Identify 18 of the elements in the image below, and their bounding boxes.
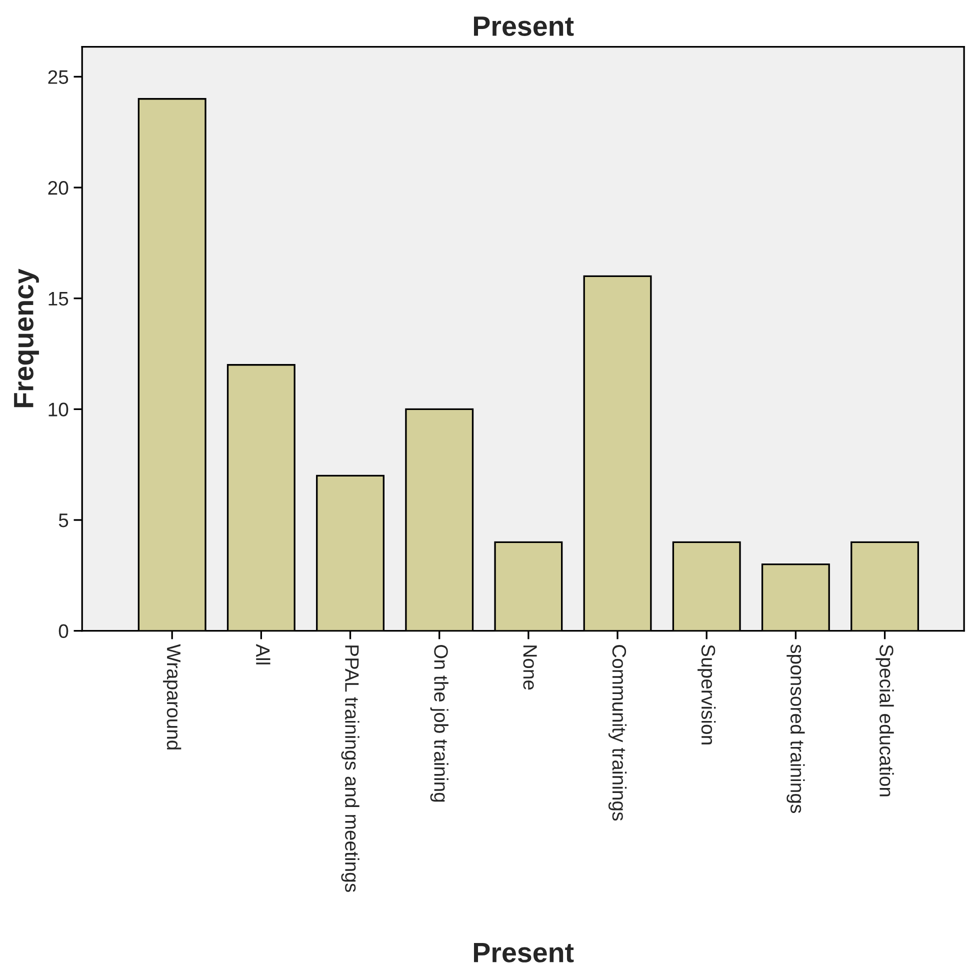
x-tick-label: sponsored trainings xyxy=(786,644,805,814)
x-tick-label: None xyxy=(523,646,537,690)
x-tick-label: All xyxy=(256,644,270,664)
y-tick-label: 25 xyxy=(48,70,68,84)
x-tick-label: On the job training xyxy=(430,644,448,802)
y-tick-label: 10 xyxy=(48,402,68,416)
x-tick-label: Supervision xyxy=(698,644,716,744)
x-tick-label: Special education xyxy=(876,644,894,796)
y-tick-label: 20 xyxy=(48,181,68,195)
y-tick-label: 5 xyxy=(58,514,68,528)
x-axis-title: Present xyxy=(474,943,574,962)
x-tick-label: Community trainings xyxy=(608,645,627,821)
y-tick-label: 15 xyxy=(48,292,68,306)
x-tick-label: PPAL trainings and meetings xyxy=(341,646,360,892)
y-axis-title: Frequency xyxy=(14,268,39,408)
y-tick-label: 0 xyxy=(58,624,68,638)
chart-title: Present xyxy=(474,16,574,36)
x-tick-label: Wraparound xyxy=(163,644,182,750)
